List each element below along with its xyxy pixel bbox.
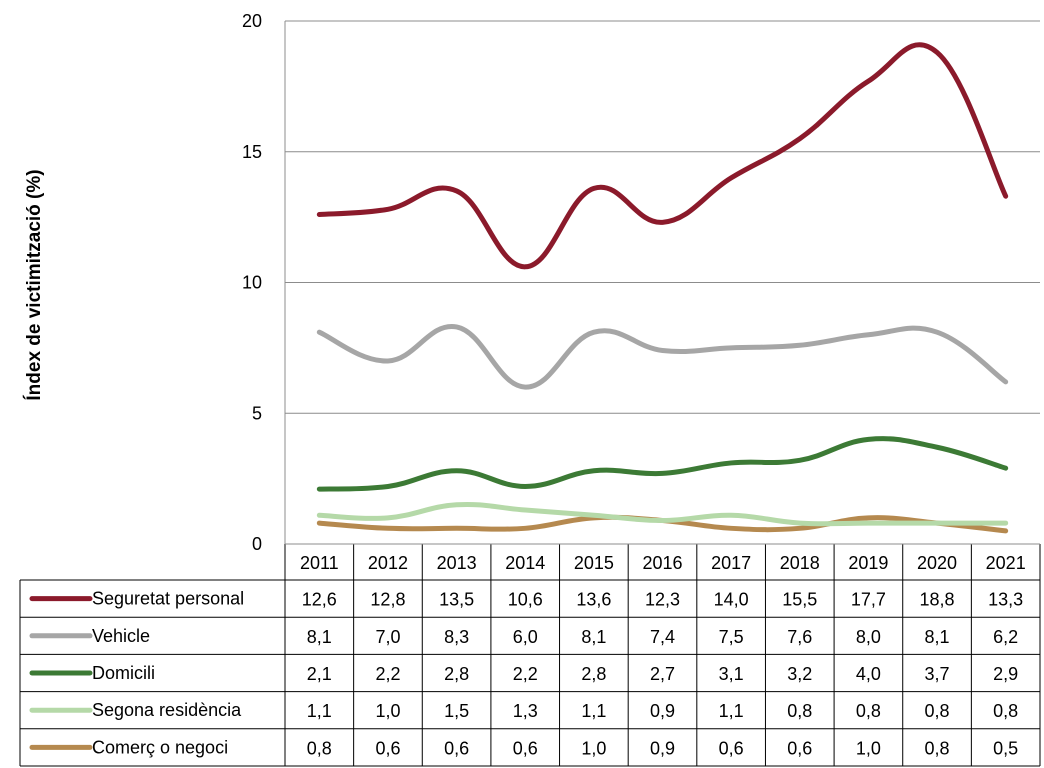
data-label: 7,5 (719, 627, 744, 647)
x-tick-label: 2019 (848, 553, 888, 573)
data-label: 1,0 (375, 701, 400, 721)
y-axis: 0 5 10 15 20 (242, 11, 286, 554)
data-label: 8,1 (307, 627, 332, 647)
data-label: 0,8 (925, 701, 950, 721)
data-label: 6,2 (993, 627, 1018, 647)
data-label: 12,6 (302, 590, 337, 610)
legend-label: Domicili (92, 663, 155, 683)
data-label: 0,5 (993, 738, 1018, 758)
data-label: 0,8 (925, 738, 950, 758)
data-label: 7,6 (787, 627, 812, 647)
legend-label: Seguretat personal (92, 589, 244, 609)
x-tick-label: 2017 (711, 553, 751, 573)
data-label: 8,1 (925, 627, 950, 647)
data-label: 1,0 (581, 738, 606, 758)
y-tick-label: 10 (242, 273, 262, 293)
data-label: 12,8 (370, 590, 405, 610)
data-label: 2,8 (581, 664, 606, 684)
data-label: 12,3 (645, 590, 680, 610)
y-tick-label: 20 (242, 11, 262, 31)
data-label: 1,1 (307, 701, 332, 721)
data-label: 0,8 (856, 701, 881, 721)
data-label: 7,4 (650, 627, 675, 647)
x-tick-label: 2021 (986, 553, 1026, 573)
data-label: 2,9 (993, 664, 1018, 684)
data-label: 1,5 (444, 701, 469, 721)
data-label: 2,2 (375, 664, 400, 684)
data-label: 7,0 (375, 627, 400, 647)
series-line-seguretat-personal (316, 42, 1009, 270)
data-label: 10,6 (508, 590, 543, 610)
data-label: 2,7 (650, 664, 675, 684)
x-tick-label: 2012 (368, 553, 408, 573)
y-tick-label: 15 (242, 142, 262, 162)
data-label: 0,8 (307, 738, 332, 758)
data-label: 0,6 (444, 738, 469, 758)
data-label: 13,6 (576, 590, 611, 610)
data-table: 2011 2012 2013 2014 2015 2016 2017 2018 2019 2020… (19, 543, 1041, 767)
data-label: 6,0 (513, 627, 538, 647)
data-label: 8,0 (856, 627, 881, 647)
gridlines (285, 20, 1040, 414)
x-tick-label: 2020 (917, 553, 957, 573)
series-line-segona-resid-ncia (316, 501, 1009, 527)
data-label: 17,7 (851, 590, 886, 610)
data-label: 2,1 (307, 664, 332, 684)
series-lines (316, 42, 1009, 534)
data-label: 2,8 (444, 664, 469, 684)
data-label: 18,8 (920, 590, 955, 610)
series-line-domicili (316, 436, 1009, 492)
data-label: 0,6 (513, 738, 538, 758)
data-label: 1,0 (856, 738, 881, 758)
y-tick-label: 5 (252, 403, 262, 423)
x-tick-label: 2015 (574, 553, 614, 573)
y-tick-label: 0 (252, 534, 262, 554)
data-label: 0,6 (719, 738, 744, 758)
data-label: 0,8 (787, 701, 812, 721)
data-label: 3,2 (787, 664, 812, 684)
data-label: 0,9 (650, 701, 675, 721)
x-tick-label: 2014 (505, 553, 545, 573)
data-label: 8,1 (581, 627, 606, 647)
data-label: 3,1 (719, 664, 744, 684)
data-label: 1,1 (581, 701, 606, 721)
x-tick-label: 2016 (642, 553, 682, 573)
data-label: 4,0 (856, 664, 881, 684)
x-tick-label: 2013 (437, 553, 477, 573)
data-label: 3,7 (925, 664, 950, 684)
data-label: 13,5 (439, 590, 474, 610)
data-label: 13,3 (988, 590, 1023, 610)
data-label: 0,9 (650, 738, 675, 758)
x-tick-label: 2018 (780, 553, 820, 573)
legend-label: Comerç o negoci (92, 737, 228, 757)
data-label: 1,3 (513, 701, 538, 721)
data-label: 0,8 (993, 701, 1018, 721)
data-label: 8,3 (444, 627, 469, 647)
series-line-vehicle (316, 324, 1009, 390)
data-label: 0,6 (375, 738, 400, 758)
x-tick-label: 2011 (300, 553, 339, 573)
data-label: 15,5 (782, 590, 817, 610)
data-label: 2,2 (513, 664, 538, 684)
legend-label: Segona residència (92, 700, 242, 720)
data-label: 1,1 (719, 701, 744, 721)
data-label: 14,0 (714, 590, 749, 610)
data-label: 0,6 (787, 738, 812, 758)
legend-label: Vehicle (92, 626, 150, 646)
y-axis-title: Índex de victimització (%) (23, 169, 45, 400)
